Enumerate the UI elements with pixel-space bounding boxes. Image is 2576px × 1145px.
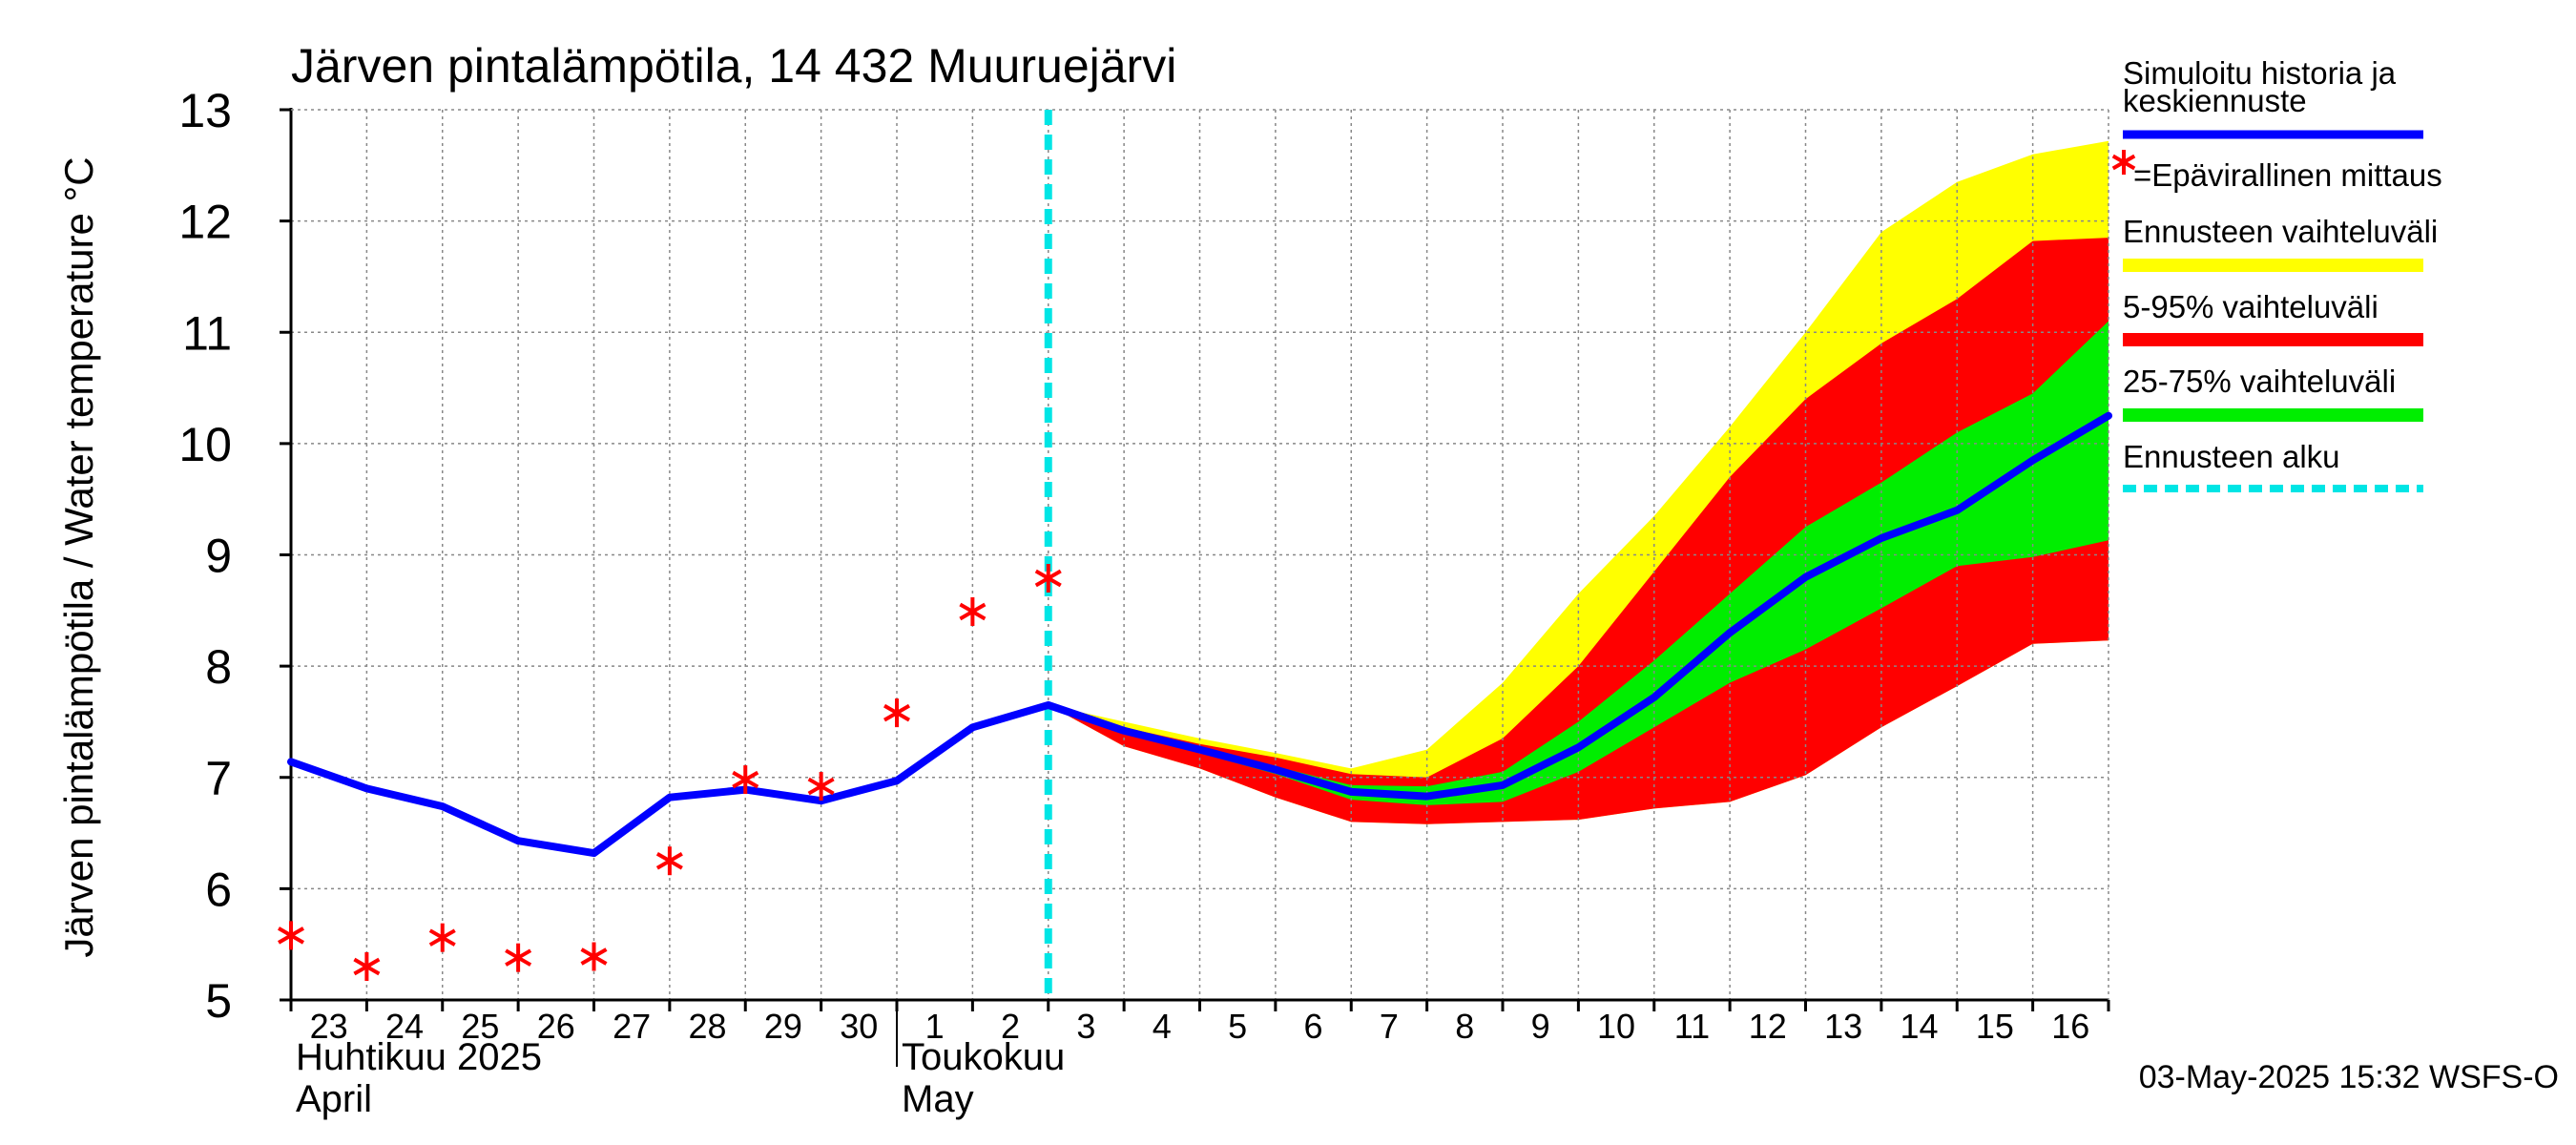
month-label: Huhtikuu 2025 bbox=[296, 1036, 542, 1078]
x-tick-label: 1 bbox=[925, 1007, 945, 1046]
observation-point bbox=[353, 952, 381, 982]
legend-band-swatch bbox=[2123, 408, 2423, 422]
y-tick-label: 7 bbox=[205, 752, 232, 805]
x-tick-label: 4 bbox=[1153, 1007, 1172, 1046]
observation-point-stroke bbox=[1034, 569, 1062, 588]
x-tick-label: 25 bbox=[461, 1007, 499, 1046]
observation-point bbox=[505, 943, 532, 972]
month-label-english: May bbox=[902, 1078, 974, 1120]
x-tick-label: 23 bbox=[310, 1007, 348, 1046]
x-tick-label: 12 bbox=[1749, 1007, 1787, 1046]
observation-point-stroke bbox=[428, 928, 456, 947]
observation-point-stroke bbox=[655, 851, 683, 870]
observation-point-stroke bbox=[883, 703, 910, 722]
observation-point bbox=[278, 921, 304, 950]
y-tick-label: 5 bbox=[205, 974, 232, 1028]
x-tick-label: 7 bbox=[1380, 1007, 1399, 1046]
legend-label: 5-95% vaihteluväli bbox=[2123, 289, 2379, 324]
observation-point bbox=[1034, 563, 1062, 593]
observation-point-stroke bbox=[807, 777, 835, 796]
timestamp: 03-May-2025 15:32 WSFS-O bbox=[2139, 1059, 2559, 1095]
legend-star-icon bbox=[2111, 150, 2136, 175]
x-tick-label: 24 bbox=[385, 1007, 424, 1046]
x-tick-label: 16 bbox=[2051, 1007, 2089, 1046]
observation-point-stroke bbox=[505, 948, 532, 967]
x-tick-label: 28 bbox=[689, 1007, 727, 1046]
month-label: Toukokuu bbox=[902, 1036, 1065, 1078]
x-tick-label: 15 bbox=[1976, 1007, 2014, 1046]
legend-label: Ennusteen vaihteluväli bbox=[2123, 214, 2438, 249]
x-tick-label: 29 bbox=[764, 1007, 802, 1046]
x-tick-label: 9 bbox=[1531, 1007, 1550, 1046]
observation-point-stroke bbox=[278, 926, 304, 945]
mean-line bbox=[287, 411, 2112, 858]
x-tick-label: 14 bbox=[1901, 1007, 1939, 1046]
x-tick-label: 2 bbox=[1001, 1007, 1020, 1046]
x-tick-label: 5 bbox=[1228, 1007, 1247, 1046]
y-tick-label: 12 bbox=[178, 196, 232, 249]
observation-point-stroke bbox=[732, 770, 759, 789]
legend-label: 25-75% vaihteluväli bbox=[2123, 364, 2396, 399]
y-tick-label: 9 bbox=[205, 530, 232, 583]
legend-star-icon-stroke bbox=[2111, 154, 2136, 171]
x-tick-label: 27 bbox=[613, 1007, 651, 1046]
observation-point bbox=[883, 698, 910, 728]
observation-point bbox=[580, 942, 608, 971]
legend-label-continued: keskiennuste bbox=[2123, 83, 2307, 118]
observation-point bbox=[732, 765, 759, 795]
month-label-english: April bbox=[296, 1078, 372, 1120]
y-axis-label: Järven pintalämpötila / Water temperatur… bbox=[56, 156, 101, 957]
y-tick-label: 8 bbox=[205, 640, 232, 694]
observation-point bbox=[655, 846, 683, 876]
band-25-75 bbox=[1048, 321, 2109, 805]
observation-point-stroke bbox=[959, 602, 987, 621]
forecast-bands bbox=[1048, 140, 2109, 824]
x-tick-label: 11 bbox=[1674, 1007, 1710, 1046]
legend-band-swatch bbox=[2123, 259, 2423, 272]
mean-series bbox=[287, 411, 2112, 858]
chart-title: Järven pintalämpötila, 14 432 Muuruejärv… bbox=[291, 39, 1176, 93]
observation-point bbox=[959, 596, 987, 626]
x-tick-label: 26 bbox=[537, 1007, 575, 1046]
observation-point-stroke bbox=[353, 957, 381, 976]
observation-point bbox=[428, 923, 456, 952]
band-5-95 bbox=[1048, 238, 2109, 824]
x-tick-label: 10 bbox=[1597, 1007, 1635, 1046]
y-tick-label: 10 bbox=[178, 418, 232, 471]
legend-label: =Epävirallinen mittaus bbox=[2133, 157, 2442, 193]
legend-label: Simuloitu historia ja bbox=[2123, 55, 2397, 91]
y-tick-label: 6 bbox=[205, 863, 232, 916]
x-tick-label: 3 bbox=[1076, 1007, 1095, 1046]
observation-points bbox=[278, 563, 1062, 982]
observation-point-stroke bbox=[580, 947, 608, 966]
legend-label: Ennusteen alku bbox=[2123, 439, 2340, 474]
x-tick-label: 30 bbox=[840, 1007, 878, 1046]
legend-band-swatch bbox=[2123, 333, 2423, 346]
y-tick-label: 13 bbox=[178, 84, 232, 137]
x-tick-label: 13 bbox=[1824, 1007, 1862, 1046]
observation-point bbox=[807, 772, 835, 802]
x-tick-label: 6 bbox=[1304, 1007, 1323, 1046]
x-tick-label: 8 bbox=[1455, 1007, 1474, 1046]
y-tick-label: 11 bbox=[182, 306, 232, 360]
